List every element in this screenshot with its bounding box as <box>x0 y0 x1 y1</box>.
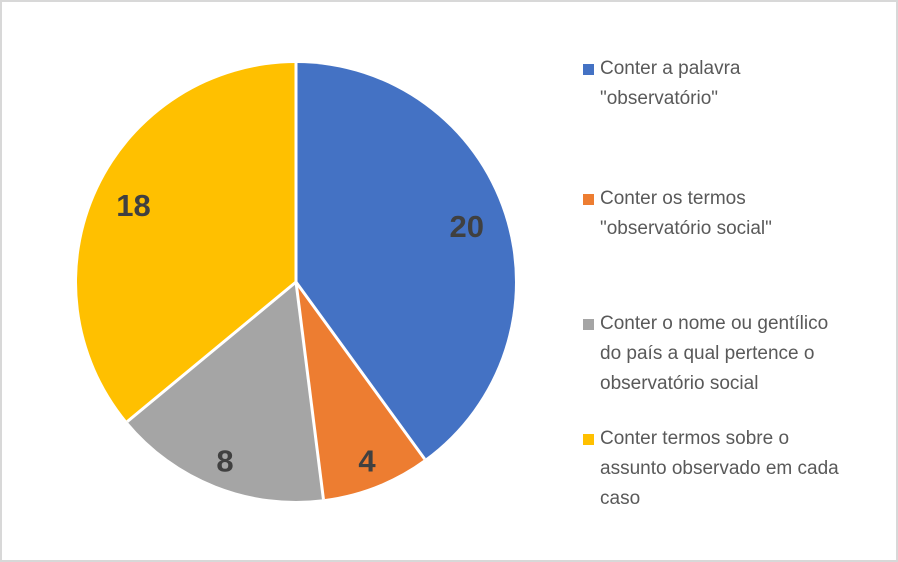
legend-label: Conter termos sobre o assunto observado … <box>600 428 839 509</box>
legend-item-conter-o-nome: Conter o nome ou gentílico do país a qua… <box>583 309 828 399</box>
pie-slice-2 <box>296 282 425 500</box>
pie-data-label: 18 <box>116 188 150 223</box>
slice-separator <box>126 280 297 423</box>
legend-marker-yellow-icon <box>583 434 594 445</box>
legend-marker-blue-icon <box>583 64 594 75</box>
legend-marker-gray-icon <box>583 319 594 330</box>
slice-separator <box>294 281 325 500</box>
pie-slice-4 <box>77 63 296 422</box>
slice-separator <box>294 281 426 461</box>
pie-slice-1 <box>296 63 515 460</box>
pie-data-label: 4 <box>358 444 376 479</box>
legend-item-conter-a-palavra: Conter a palavra "observatório" <box>583 54 740 114</box>
legend-label: Conter a palavra "observatório" <box>600 58 741 109</box>
pie-data-label: 20 <box>450 209 484 244</box>
legend-label: Conter os termos "observatório social" <box>600 188 772 239</box>
pie-data-label: 8 <box>216 444 233 479</box>
legend: Conter a palavra "observatório" Conter o… <box>583 2 893 560</box>
legend-item-conter-termos-sobre: Conter termos sobre o assunto observado … <box>583 424 839 514</box>
legend-marker-orange-icon <box>583 194 594 205</box>
pie-slice-3 <box>127 282 324 501</box>
legend-label: Conter o nome ou gentílico do país a qua… <box>600 313 829 394</box>
legend-item-conter-os-termos: Conter os termos "observatório social" <box>583 184 772 244</box>
